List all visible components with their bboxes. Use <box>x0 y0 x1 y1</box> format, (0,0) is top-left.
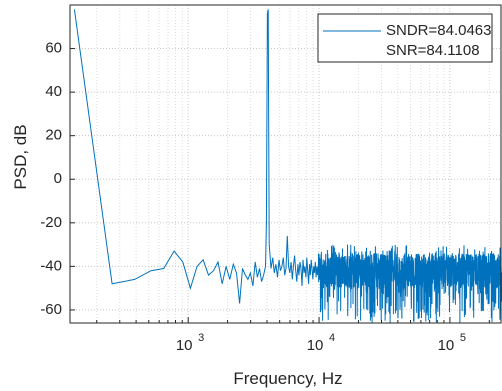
psd-series-trace <box>73 9 319 304</box>
x-tick-exponent: 3 <box>198 332 204 344</box>
legend: SNDR=84.0463 SNR=84.1108 <box>317 13 493 63</box>
y-tick-label: 0 <box>54 170 62 187</box>
legend-entry-sndr: SNDR=84.0463 <box>386 22 491 39</box>
y-tick-label: 40 <box>45 83 62 100</box>
y-tick-label: -60 <box>40 301 62 318</box>
x-axis-ticks: 10 3 10 4 10 5 <box>96 317 490 354</box>
x-tick-label: 10 <box>307 337 324 354</box>
x-tick-exponent: 5 <box>460 332 466 344</box>
axes-box <box>69 4 502 324</box>
legend-entry-snr: SNR=84.1108 <box>386 42 480 59</box>
x-axis-label: Frequency, Hz <box>233 369 342 388</box>
minor-grid <box>96 5 490 323</box>
psd-series-line <box>73 9 502 323</box>
axes-frame <box>69 4 502 324</box>
x-tick-label: 10 <box>438 337 455 354</box>
x-tick-label: 10 <box>176 337 193 354</box>
legend-box <box>317 13 493 63</box>
psd-noise-trace <box>317 244 502 323</box>
y-axis-label: PSD, dB <box>11 124 30 189</box>
y-tick-label: 60 <box>45 40 62 57</box>
y-tick-label: -40 <box>40 257 62 274</box>
y-tick-label: 20 <box>45 127 62 144</box>
y-axis-ticks: -60 -40 -20 0 20 40 60 <box>40 40 75 318</box>
x-tick-exponent: 4 <box>329 332 335 344</box>
y-tick-label: -20 <box>40 214 62 231</box>
